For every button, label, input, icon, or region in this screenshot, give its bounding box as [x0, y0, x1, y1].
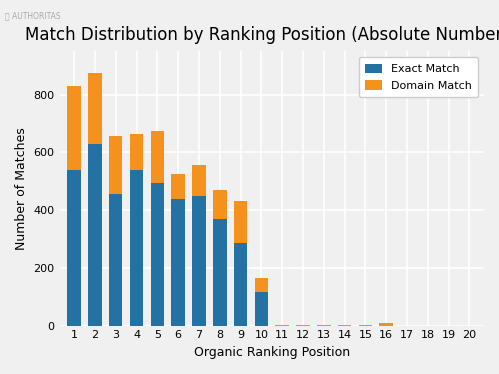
Bar: [317, 325, 330, 326]
Bar: [296, 325, 310, 326]
Bar: [67, 170, 81, 326]
Bar: [275, 325, 289, 326]
Bar: [213, 219, 227, 326]
Bar: [67, 86, 81, 170]
Text: Ⓐ AUTHORITAS: Ⓐ AUTHORITAS: [5, 11, 60, 20]
Bar: [109, 137, 122, 194]
Bar: [88, 144, 102, 326]
Bar: [192, 165, 206, 196]
Bar: [192, 196, 206, 326]
Bar: [171, 174, 185, 199]
Bar: [171, 199, 185, 326]
Bar: [234, 243, 248, 326]
Bar: [130, 170, 143, 326]
Legend: Exact Match, Domain Match: Exact Match, Domain Match: [359, 57, 479, 97]
Bar: [234, 202, 248, 243]
Bar: [338, 325, 351, 326]
Bar: [88, 73, 102, 144]
Bar: [213, 190, 227, 219]
Y-axis label: Number of Matches: Number of Matches: [15, 127, 28, 250]
Bar: [379, 323, 393, 326]
Bar: [151, 131, 164, 183]
Bar: [151, 183, 164, 326]
Bar: [254, 278, 268, 292]
X-axis label: Organic Ranking Position: Organic Ranking Position: [194, 346, 350, 359]
Bar: [109, 194, 122, 326]
Bar: [359, 325, 372, 326]
Bar: [254, 292, 268, 326]
Bar: [130, 134, 143, 170]
Title: Match Distribution by Ranking Position (Absolute Numbers): Match Distribution by Ranking Position (…: [25, 26, 499, 44]
